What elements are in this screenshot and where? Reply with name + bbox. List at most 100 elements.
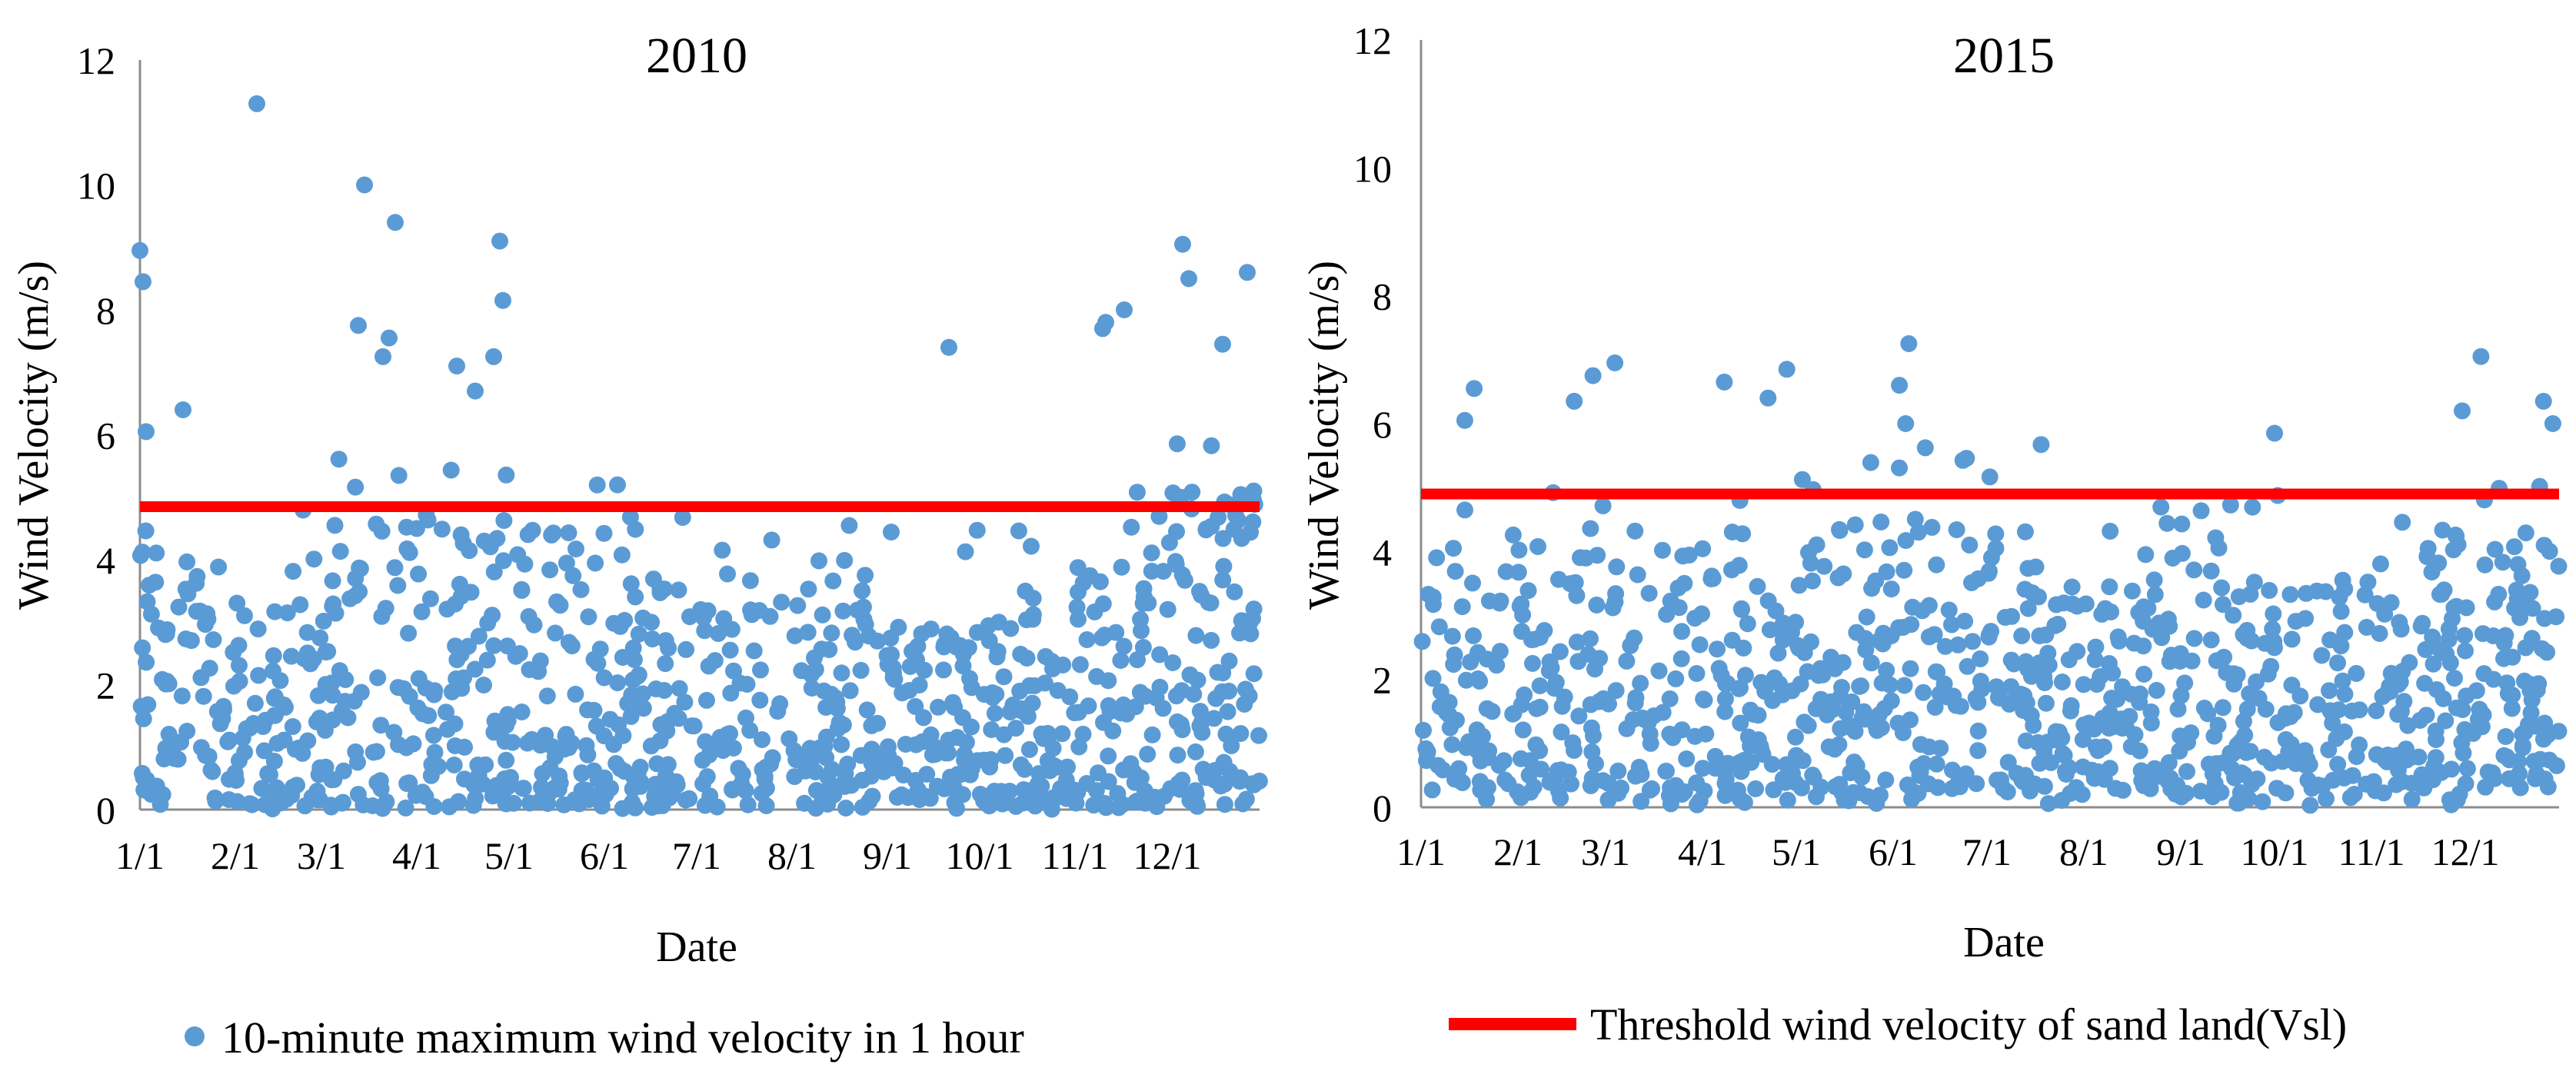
data-point: [231, 673, 248, 690]
data-point: [585, 762, 603, 780]
data-point: [2114, 678, 2132, 696]
data-point: [595, 524, 613, 542]
data-point: [1787, 728, 1804, 746]
data-point: [710, 625, 727, 642]
data-point: [810, 552, 827, 570]
data-point: [840, 517, 858, 534]
data-point: [1059, 758, 1077, 776]
data-point: [1151, 646, 1169, 664]
data-point: [173, 687, 191, 705]
data-point: [2277, 784, 2295, 802]
data-point: [824, 572, 842, 590]
data-point: [2504, 648, 2521, 666]
data-point: [1004, 696, 1022, 713]
data-point: [205, 631, 222, 648]
data-point: [1640, 584, 1658, 602]
data-point: [369, 669, 387, 687]
data-point: [1969, 742, 1987, 760]
data-point: [2479, 763, 2497, 781]
data-point: [2152, 498, 2170, 516]
x-tick-labels: 1/1 2/1 3/1 4/1 5/1 6/1 7/1 8/1 9/1 10/1 11/1 12/1: [115, 834, 1201, 877]
data-point: [2137, 546, 2155, 564]
data-point: [2318, 790, 2335, 807]
data-point: [398, 775, 416, 793]
data-point: [2142, 703, 2160, 720]
data-point: [863, 754, 880, 772]
data-point: [1115, 696, 1132, 713]
data-point: [2114, 781, 2132, 799]
data-point: [1053, 725, 1071, 743]
data-point: [523, 730, 541, 748]
data-point: [2281, 586, 2299, 604]
data-point: [2446, 670, 2463, 687]
data-point: [1829, 569, 1847, 587]
data-point: [1017, 582, 1034, 600]
data-point: [1948, 521, 1965, 538]
data-point: [220, 791, 238, 808]
data-point: [1563, 775, 1579, 793]
data-point: [2425, 757, 2443, 775]
data-point: [2397, 740, 2415, 758]
data-point: [305, 550, 323, 568]
data-point: [935, 661, 952, 679]
data-point: [2392, 703, 2410, 720]
data-point: [147, 574, 165, 591]
data-point: [2358, 776, 2376, 793]
data-point: [946, 793, 964, 811]
data-point: [2230, 588, 2248, 606]
data-point: [1143, 726, 1161, 743]
data-point: [350, 317, 367, 334]
data-point: [613, 546, 631, 564]
data-point: [731, 674, 749, 692]
data-point: [334, 762, 352, 780]
data-point: [2135, 637, 2152, 655]
data-point: [864, 787, 881, 805]
data-point: [2212, 783, 2230, 801]
data-point: [1123, 518, 1140, 536]
data-point: [2121, 707, 2138, 725]
data-point: [1187, 785, 1205, 803]
data-point: [1723, 631, 1741, 649]
panel-2015: 2015 Wind Velocity (m/s) Date 024681012 …: [1300, 19, 2568, 966]
data-point: [1920, 597, 1938, 614]
data-point: [1891, 377, 1909, 394]
data-point: [398, 540, 416, 557]
data-point: [131, 241, 148, 259]
data-point: [2214, 699, 2232, 717]
data-point: [1996, 609, 2014, 626]
data-point: [2313, 647, 2331, 664]
data-point: [2517, 639, 2534, 657]
data-point: [1654, 703, 1672, 721]
data-point: [2451, 785, 2468, 803]
data-point: [566, 791, 584, 809]
data-point: [456, 770, 473, 788]
legend-marker: [185, 1026, 205, 1046]
data-point: [2015, 687, 2033, 704]
data-point: [737, 709, 754, 727]
data-point: [587, 554, 604, 572]
data-point: [1846, 516, 1864, 534]
data-point: [2385, 747, 2402, 765]
data-point: [1531, 677, 1549, 694]
data-point: [2109, 628, 2127, 646]
data-point: [2062, 702, 2079, 720]
data-point: [1916, 439, 1934, 457]
data-point: [478, 651, 496, 669]
data-point: [1216, 796, 1233, 813]
data-point: [372, 717, 390, 734]
x-tick-label: 5/1: [1772, 830, 1821, 873]
data-point: [2434, 521, 2451, 539]
data-point: [1650, 662, 1668, 680]
data-point: [1001, 783, 1018, 800]
data-point: [547, 624, 564, 642]
data-point: [2344, 767, 2361, 784]
data-point: [2511, 779, 2529, 797]
data-point: [1164, 654, 1182, 671]
data-point: [935, 638, 953, 656]
data-point: [1191, 717, 1209, 735]
data-point: [2550, 723, 2568, 740]
data-point: [823, 624, 840, 642]
data-point: [1135, 588, 1153, 606]
data-point: [2495, 747, 2513, 764]
